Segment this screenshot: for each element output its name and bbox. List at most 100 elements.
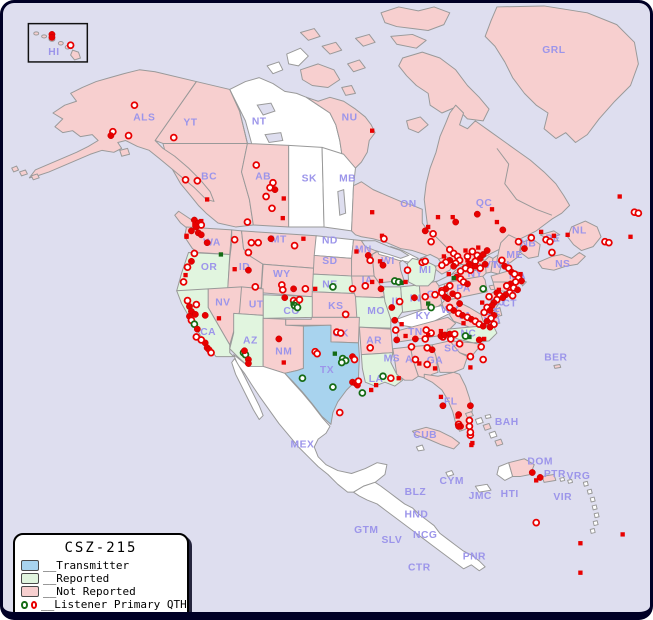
listener-marker-rs (281, 360, 286, 365)
region-label-nv: NV (215, 297, 230, 308)
listener-marker-rd (267, 235, 275, 243)
listener-marker-rs (438, 328, 444, 334)
listener-marker-rc (295, 295, 304, 304)
listener-marker-rc (421, 257, 430, 266)
region-ga (431, 340, 468, 373)
listener-marker-rd (483, 317, 491, 325)
listener-marker-gs (467, 334, 472, 340)
listener-marker-rc (361, 282, 370, 290)
legend-row-reported: __Reported (21, 572, 181, 585)
listener-marker-rd (241, 347, 248, 355)
legend-title: CSZ-215 (64, 540, 138, 556)
listener-marker-rc (262, 192, 270, 201)
listener-marker-rc (423, 360, 432, 369)
region-label-ks: KS (328, 301, 343, 312)
region-mexico (233, 354, 388, 493)
region-label-or: OR (201, 262, 218, 273)
listener-marker-gs (426, 301, 431, 306)
region-label-cub: CUB (413, 430, 437, 441)
region-cayman (445, 470, 455, 477)
red-circle-icon (30, 600, 37, 609)
listener-marker-gc (329, 383, 337, 391)
listener-marker-rc (438, 261, 446, 270)
region-aleutians (11, 165, 40, 181)
listener-marker-rs (620, 532, 625, 537)
region-kodiak (119, 147, 131, 157)
listener-marker-rs (446, 271, 451, 277)
listener-marker-rd (475, 336, 483, 344)
listener-marker-rd (499, 226, 507, 234)
region-bahamas (464, 411, 504, 447)
listener-marker-rc (479, 355, 488, 364)
region-label-tn: TN (408, 327, 423, 338)
listener-marker-rc (466, 352, 475, 361)
listener-marker-rs (370, 279, 375, 285)
listener-marker-rs (370, 210, 375, 215)
listener-marker-rc (465, 416, 474, 425)
region-label-sk: SK (302, 174, 317, 185)
region-label-nb: NB (520, 238, 536, 249)
region-label-slv: SLV (381, 535, 402, 546)
listener-marker-rc (514, 237, 523, 246)
listener-marker-rs (565, 232, 570, 237)
listener-marker-rc (546, 237, 554, 246)
listener-marker-rc (605, 238, 613, 247)
region-label-yt: YT (183, 118, 197, 129)
region-label-ut: UT (249, 299, 264, 310)
great-slave-lake (264, 132, 284, 144)
listener-marker-gc (358, 389, 367, 397)
green-square-icon (23, 615, 28, 620)
listener-marker-rc (366, 256, 375, 265)
listener-marker-rc (427, 237, 435, 246)
listener-marker-rd (281, 294, 289, 302)
region-ms (392, 346, 419, 381)
region-label-ctr: CTR (408, 563, 431, 574)
region-nunavut-mainland (305, 96, 376, 169)
listener-marker-rc (290, 241, 299, 250)
listener-marker-rs (280, 215, 285, 221)
listener-other-icons (21, 615, 37, 620)
listener-marker-rd (439, 402, 447, 410)
region-label-la: LA (369, 374, 384, 385)
listener-marker-rs (216, 316, 222, 321)
region-label-nl: NL (572, 226, 587, 237)
region-label-me: ME (506, 250, 522, 261)
region-isle-of-youth (415, 444, 425, 452)
listener-marker-rs (184, 234, 189, 239)
listener-marker-rc (466, 266, 475, 275)
listener-marker-rs (468, 365, 473, 370)
listener-marker-rs (403, 279, 408, 285)
legend-label: __Reported (43, 572, 110, 585)
listener-marker-rd (377, 285, 385, 293)
region-newfoundland (567, 220, 602, 252)
region-label-hi: HI (48, 47, 59, 58)
region-label-gtm: GTM (354, 525, 378, 536)
listener-marker-rd (481, 260, 489, 268)
region-tx (284, 324, 360, 425)
listener-marker-rs (399, 322, 404, 327)
region-label-mt: MT (271, 234, 287, 245)
listener-marker-gc (190, 320, 199, 329)
listener-marker-rs (489, 207, 495, 212)
listener-marker-rc (350, 355, 359, 364)
region-label-mo: MO (367, 306, 385, 317)
listener-marker-rd (528, 469, 536, 476)
listener-marker-rc (480, 308, 488, 317)
listener-marker-rc (181, 175, 190, 184)
listener-marker-rc (548, 248, 556, 257)
listener-marker-rc (532, 518, 541, 527)
region-label-tx: TX (320, 365, 334, 376)
listener-marker-rc (313, 349, 321, 358)
listener-marker-rd (421, 227, 429, 235)
listener-marker-rd (391, 316, 399, 324)
listener-marker-rd (393, 336, 401, 344)
region-bermuda (553, 363, 562, 369)
region-label-ia: IA (362, 276, 373, 287)
listener-marker-rd (197, 231, 205, 239)
listener-marker-rd (483, 247, 491, 254)
listener-marker-rd (455, 422, 463, 430)
region-label-nu: NU (342, 113, 358, 124)
legend-label: __Listener Other QTH (41, 611, 174, 620)
region-label-qc: QC (476, 198, 493, 209)
listener-marker-rs (377, 259, 383, 264)
